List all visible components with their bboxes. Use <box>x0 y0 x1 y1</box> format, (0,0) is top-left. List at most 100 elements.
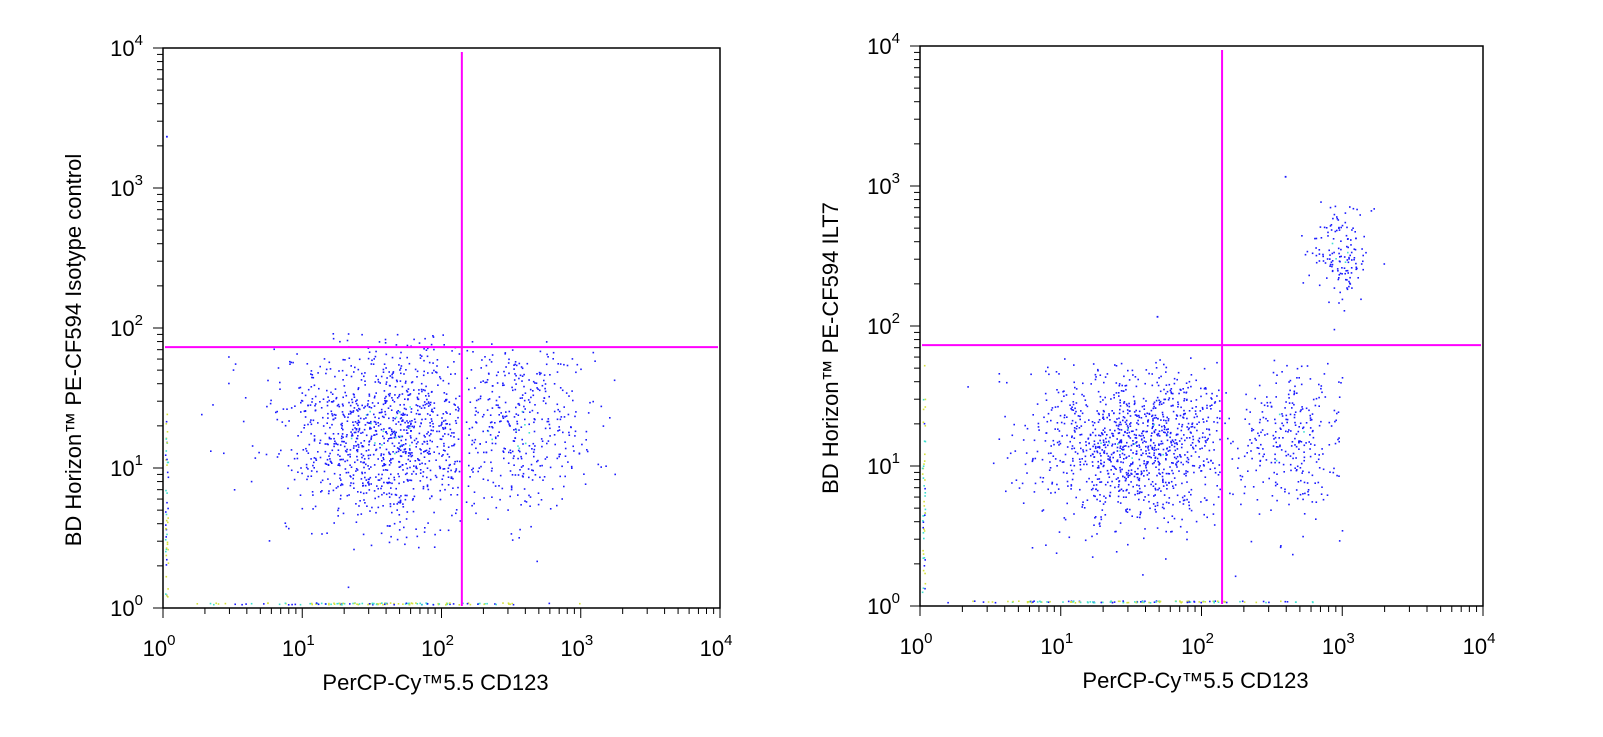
event-dot <box>1286 421 1288 424</box>
event-dot <box>1107 472 1110 475</box>
event-dot <box>1192 438 1195 441</box>
event-dot <box>1108 459 1111 461</box>
event-dot <box>416 370 419 373</box>
event-dot <box>972 600 974 603</box>
event-dot <box>1309 434 1311 436</box>
event-dot <box>412 510 415 513</box>
event-dot <box>1110 600 1112 602</box>
event-dot <box>1144 382 1146 385</box>
event-dot <box>1117 443 1119 445</box>
event-dot <box>396 538 399 541</box>
event-dot <box>1262 416 1265 419</box>
event-dot <box>1156 501 1159 504</box>
event-dot <box>565 392 568 394</box>
event-dot <box>306 478 308 481</box>
event-dot <box>415 404 418 406</box>
event-dot <box>432 604 435 606</box>
event-dot <box>1294 411 1297 413</box>
event-dot <box>1212 441 1214 444</box>
event-dot <box>475 447 477 450</box>
event-dot <box>354 421 357 423</box>
event-dot <box>1088 477 1090 480</box>
event-dot <box>379 382 381 384</box>
event-dot <box>544 383 547 385</box>
event-dot <box>324 443 327 445</box>
event-dot <box>1327 362 1329 365</box>
event-dot <box>1027 601 1030 603</box>
event-dot <box>1130 430 1133 433</box>
event-dot <box>484 356 486 358</box>
event-dot <box>1106 373 1109 375</box>
event-dot <box>1073 364 1075 366</box>
event-dot <box>470 369 473 371</box>
y-tick-label: 101 <box>867 450 900 479</box>
event-dot <box>1177 371 1180 374</box>
event-dot <box>1289 463 1292 466</box>
event-dot <box>430 418 433 420</box>
event-dot <box>1183 495 1186 497</box>
event-dot <box>1164 481 1167 484</box>
event-dot <box>1069 440 1071 443</box>
event-dot <box>1079 468 1082 471</box>
event-dot <box>1292 452 1295 455</box>
event-dot <box>1282 463 1285 466</box>
event-dot <box>1154 489 1157 491</box>
event-dot <box>398 482 400 485</box>
event-dot <box>279 388 281 390</box>
event-dot <box>1145 463 1148 465</box>
event-dot <box>1150 439 1152 442</box>
event-dot <box>514 437 517 439</box>
event-dot <box>1289 413 1292 416</box>
event-dot <box>1104 483 1107 486</box>
event-dot <box>1066 446 1069 448</box>
event-dot <box>923 500 925 503</box>
event-dot <box>1082 501 1084 503</box>
event-dot <box>433 407 436 409</box>
event-dot <box>1327 235 1329 237</box>
event-dot <box>1183 499 1186 501</box>
event-dot <box>304 416 307 418</box>
event-dot <box>486 409 489 411</box>
event-dot <box>1162 415 1165 418</box>
event-dot <box>402 506 405 508</box>
y-tick-label: 103 <box>867 170 900 199</box>
event-dot <box>1258 452 1261 455</box>
event-dot <box>396 509 398 511</box>
event-dot <box>443 468 446 470</box>
event-dot <box>1339 272 1342 275</box>
event-dot <box>1086 463 1088 466</box>
event-dot <box>290 361 292 364</box>
event-dot <box>342 413 344 416</box>
event-dot <box>498 431 500 433</box>
event-dot <box>1142 397 1145 400</box>
event-dot <box>1059 442 1062 445</box>
event-dot <box>1174 449 1177 452</box>
event-dot <box>474 414 477 416</box>
event-dot <box>1318 424 1321 427</box>
event-dot <box>391 482 393 485</box>
event-dot <box>1258 434 1260 437</box>
event-dot <box>527 399 530 401</box>
event-dot <box>1251 427 1253 430</box>
event-dot <box>374 497 376 500</box>
event-dot <box>1166 484 1168 486</box>
event-dot <box>344 450 347 452</box>
event-dot <box>453 361 455 363</box>
event-dot <box>467 485 470 487</box>
event-dot <box>332 433 335 435</box>
event-dot <box>1122 449 1124 451</box>
event-dot <box>1362 260 1364 263</box>
event-dot <box>442 334 444 336</box>
event-dot <box>447 484 450 486</box>
event-dot <box>1118 412 1121 415</box>
event-dot <box>479 602 481 605</box>
event-dot <box>1180 437 1183 440</box>
event-dot <box>517 494 519 496</box>
event-dot <box>1313 444 1316 446</box>
event-dot <box>467 602 470 604</box>
event-dot <box>1121 452 1124 455</box>
event-dot <box>1283 471 1285 473</box>
event-dot <box>351 398 353 401</box>
event-dot <box>329 368 332 370</box>
